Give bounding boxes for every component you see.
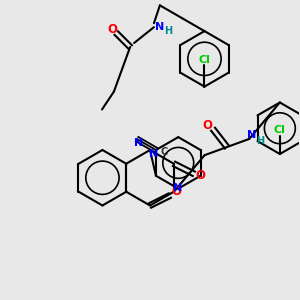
Text: O: O	[196, 169, 206, 182]
Text: H: H	[164, 26, 172, 36]
Text: N: N	[155, 22, 164, 32]
Text: Cl: Cl	[199, 55, 210, 65]
Text: H: H	[256, 136, 264, 146]
Text: O: O	[172, 185, 182, 198]
Text: N: N	[149, 149, 159, 159]
Text: N: N	[173, 183, 183, 193]
Text: O: O	[107, 22, 117, 36]
Text: Cl: Cl	[274, 125, 286, 135]
Text: N: N	[247, 130, 256, 140]
Text: O: O	[202, 119, 212, 132]
Text: N: N	[134, 138, 144, 148]
Text: C: C	[160, 147, 167, 157]
